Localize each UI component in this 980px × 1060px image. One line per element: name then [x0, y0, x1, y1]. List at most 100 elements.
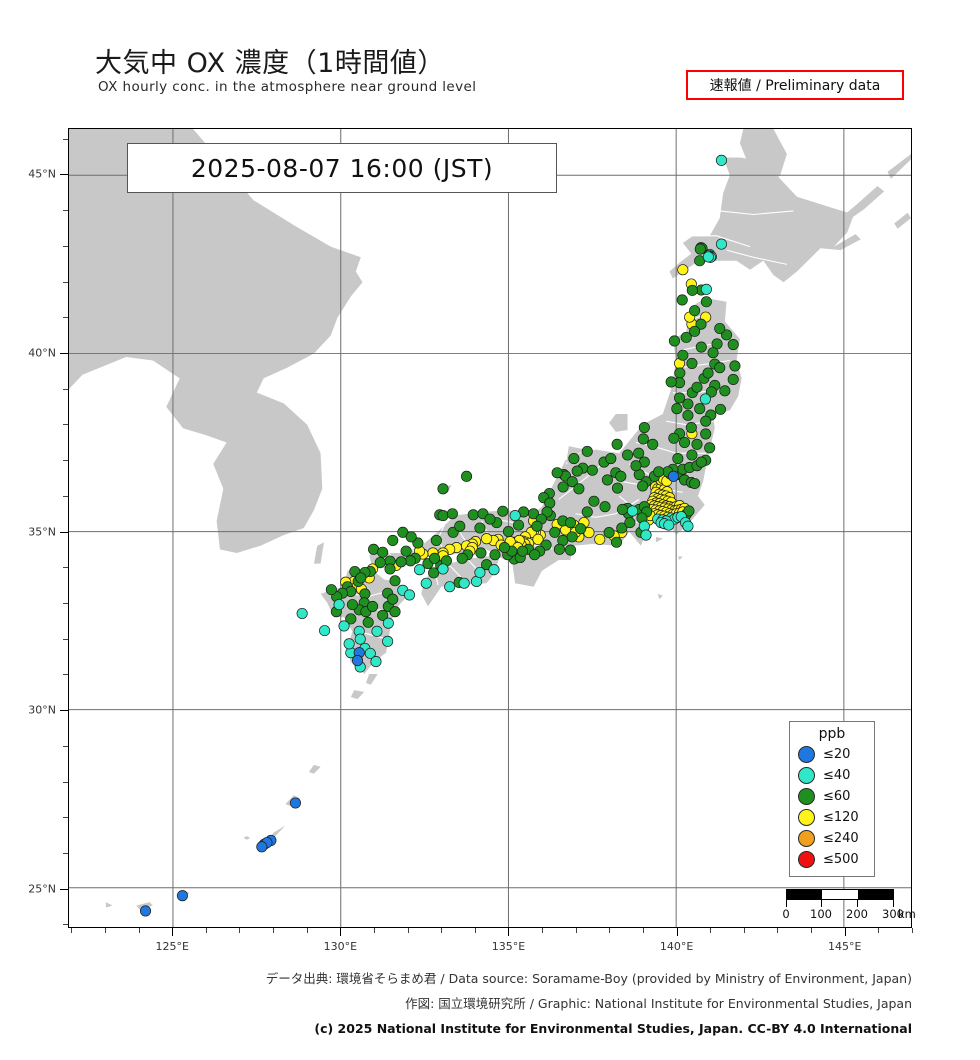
station-point[interactable] — [343, 638, 355, 650]
station-point[interactable] — [677, 349, 689, 361]
station-point[interactable] — [573, 483, 585, 495]
station-point[interactable] — [176, 890, 188, 902]
station-point[interactable] — [404, 555, 417, 567]
station-point[interactable] — [345, 613, 357, 625]
station-points[interactable] — [139, 154, 741, 917]
station-point[interactable] — [509, 509, 521, 522]
station-point[interactable] — [497, 505, 509, 517]
station-point[interactable] — [714, 322, 726, 335]
station-point[interactable] — [630, 460, 642, 472]
station-point[interactable] — [668, 432, 680, 444]
station-point[interactable] — [575, 523, 587, 535]
station-point[interactable] — [532, 533, 544, 545]
station-point[interactable] — [475, 547, 487, 559]
station-point[interactable] — [351, 655, 364, 667]
station-point[interactable] — [603, 527, 615, 539]
station-point[interactable] — [461, 470, 473, 482]
station-point[interactable] — [700, 415, 712, 427]
station-point[interactable] — [428, 567, 440, 579]
station-point[interactable] — [640, 529, 652, 541]
station-point[interactable] — [637, 480, 649, 492]
station-point[interactable] — [371, 625, 383, 637]
station-point[interactable] — [564, 517, 577, 529]
station-point[interactable] — [420, 577, 432, 589]
station-point[interactable] — [689, 305, 701, 317]
station-point[interactable] — [362, 616, 374, 628]
station-point[interactable] — [389, 606, 401, 618]
station-point[interactable] — [682, 398, 694, 410]
station-point[interactable] — [637, 433, 649, 445]
station-point[interactable] — [633, 447, 645, 459]
station-point[interactable] — [319, 625, 331, 637]
station-point[interactable] — [502, 526, 514, 538]
station-point[interactable] — [615, 470, 627, 482]
station-point[interactable] — [256, 841, 268, 853]
station-point[interactable] — [624, 517, 636, 529]
station-point[interactable] — [403, 589, 416, 601]
station-point[interactable] — [364, 647, 376, 659]
station-point[interactable] — [467, 509, 479, 521]
station-point[interactable] — [671, 403, 683, 415]
station-point[interactable] — [686, 357, 698, 369]
station-point[interactable] — [714, 362, 726, 374]
station-point[interactable] — [370, 656, 382, 668]
station-point[interactable] — [610, 536, 623, 548]
station-point[interactable] — [446, 508, 458, 520]
station-point[interactable] — [695, 456, 707, 468]
station-point[interactable] — [566, 476, 578, 488]
station-point[interactable] — [481, 533, 493, 545]
station-point[interactable] — [689, 325, 701, 337]
station-point[interactable] — [437, 483, 449, 495]
station-point[interactable] — [387, 534, 399, 547]
station-point[interactable] — [638, 422, 650, 434]
station-point[interactable] — [586, 464, 598, 476]
station-point[interactable] — [700, 283, 712, 295]
station-point[interactable] — [338, 620, 350, 632]
station-point[interactable] — [541, 506, 553, 518]
station-point[interactable] — [354, 633, 366, 645]
station-point[interactable] — [498, 542, 511, 554]
station-point[interactable] — [384, 563, 396, 575]
station-point[interactable] — [702, 251, 714, 263]
station-point[interactable] — [430, 534, 442, 547]
station-point[interactable] — [458, 577, 470, 589]
station-point[interactable] — [325, 584, 337, 596]
station-point[interactable] — [702, 367, 714, 379]
station-point[interactable] — [346, 599, 358, 611]
station-point[interactable] — [382, 617, 394, 629]
station-point[interactable] — [668, 335, 680, 347]
station-point[interactable] — [568, 453, 580, 465]
station-point[interactable] — [700, 296, 712, 308]
station-point[interactable] — [707, 347, 719, 359]
station-point[interactable] — [549, 526, 561, 538]
station-point[interactable] — [719, 385, 731, 397]
station-point[interactable] — [588, 495, 600, 507]
station-point[interactable] — [715, 238, 727, 250]
station-point[interactable] — [374, 556, 386, 569]
station-point[interactable] — [611, 482, 624, 494]
station-point[interactable] — [686, 449, 698, 461]
station-point[interactable] — [679, 436, 691, 449]
station-point[interactable] — [705, 386, 717, 398]
station-point[interactable] — [531, 520, 543, 532]
station-point[interactable] — [694, 243, 706, 255]
station-point[interactable] — [516, 545, 529, 557]
station-point[interactable] — [397, 526, 409, 538]
station-point[interactable] — [682, 409, 694, 421]
station-point[interactable] — [488, 564, 500, 576]
station-point[interactable] — [377, 546, 389, 558]
station-point[interactable] — [581, 506, 593, 518]
station-point[interactable] — [647, 438, 659, 450]
station-point[interactable] — [553, 543, 565, 555]
station-point[interactable] — [456, 552, 468, 564]
station-point[interactable] — [667, 470, 680, 482]
station-point[interactable] — [616, 503, 629, 515]
station-point[interactable] — [601, 474, 613, 486]
station-point[interactable] — [581, 445, 593, 457]
station-point[interactable] — [355, 572, 367, 584]
station-point[interactable] — [489, 549, 501, 561]
station-point[interactable] — [512, 519, 525, 531]
station-point[interactable] — [695, 318, 707, 330]
station-point[interactable] — [571, 465, 583, 477]
station-point[interactable] — [454, 520, 466, 532]
